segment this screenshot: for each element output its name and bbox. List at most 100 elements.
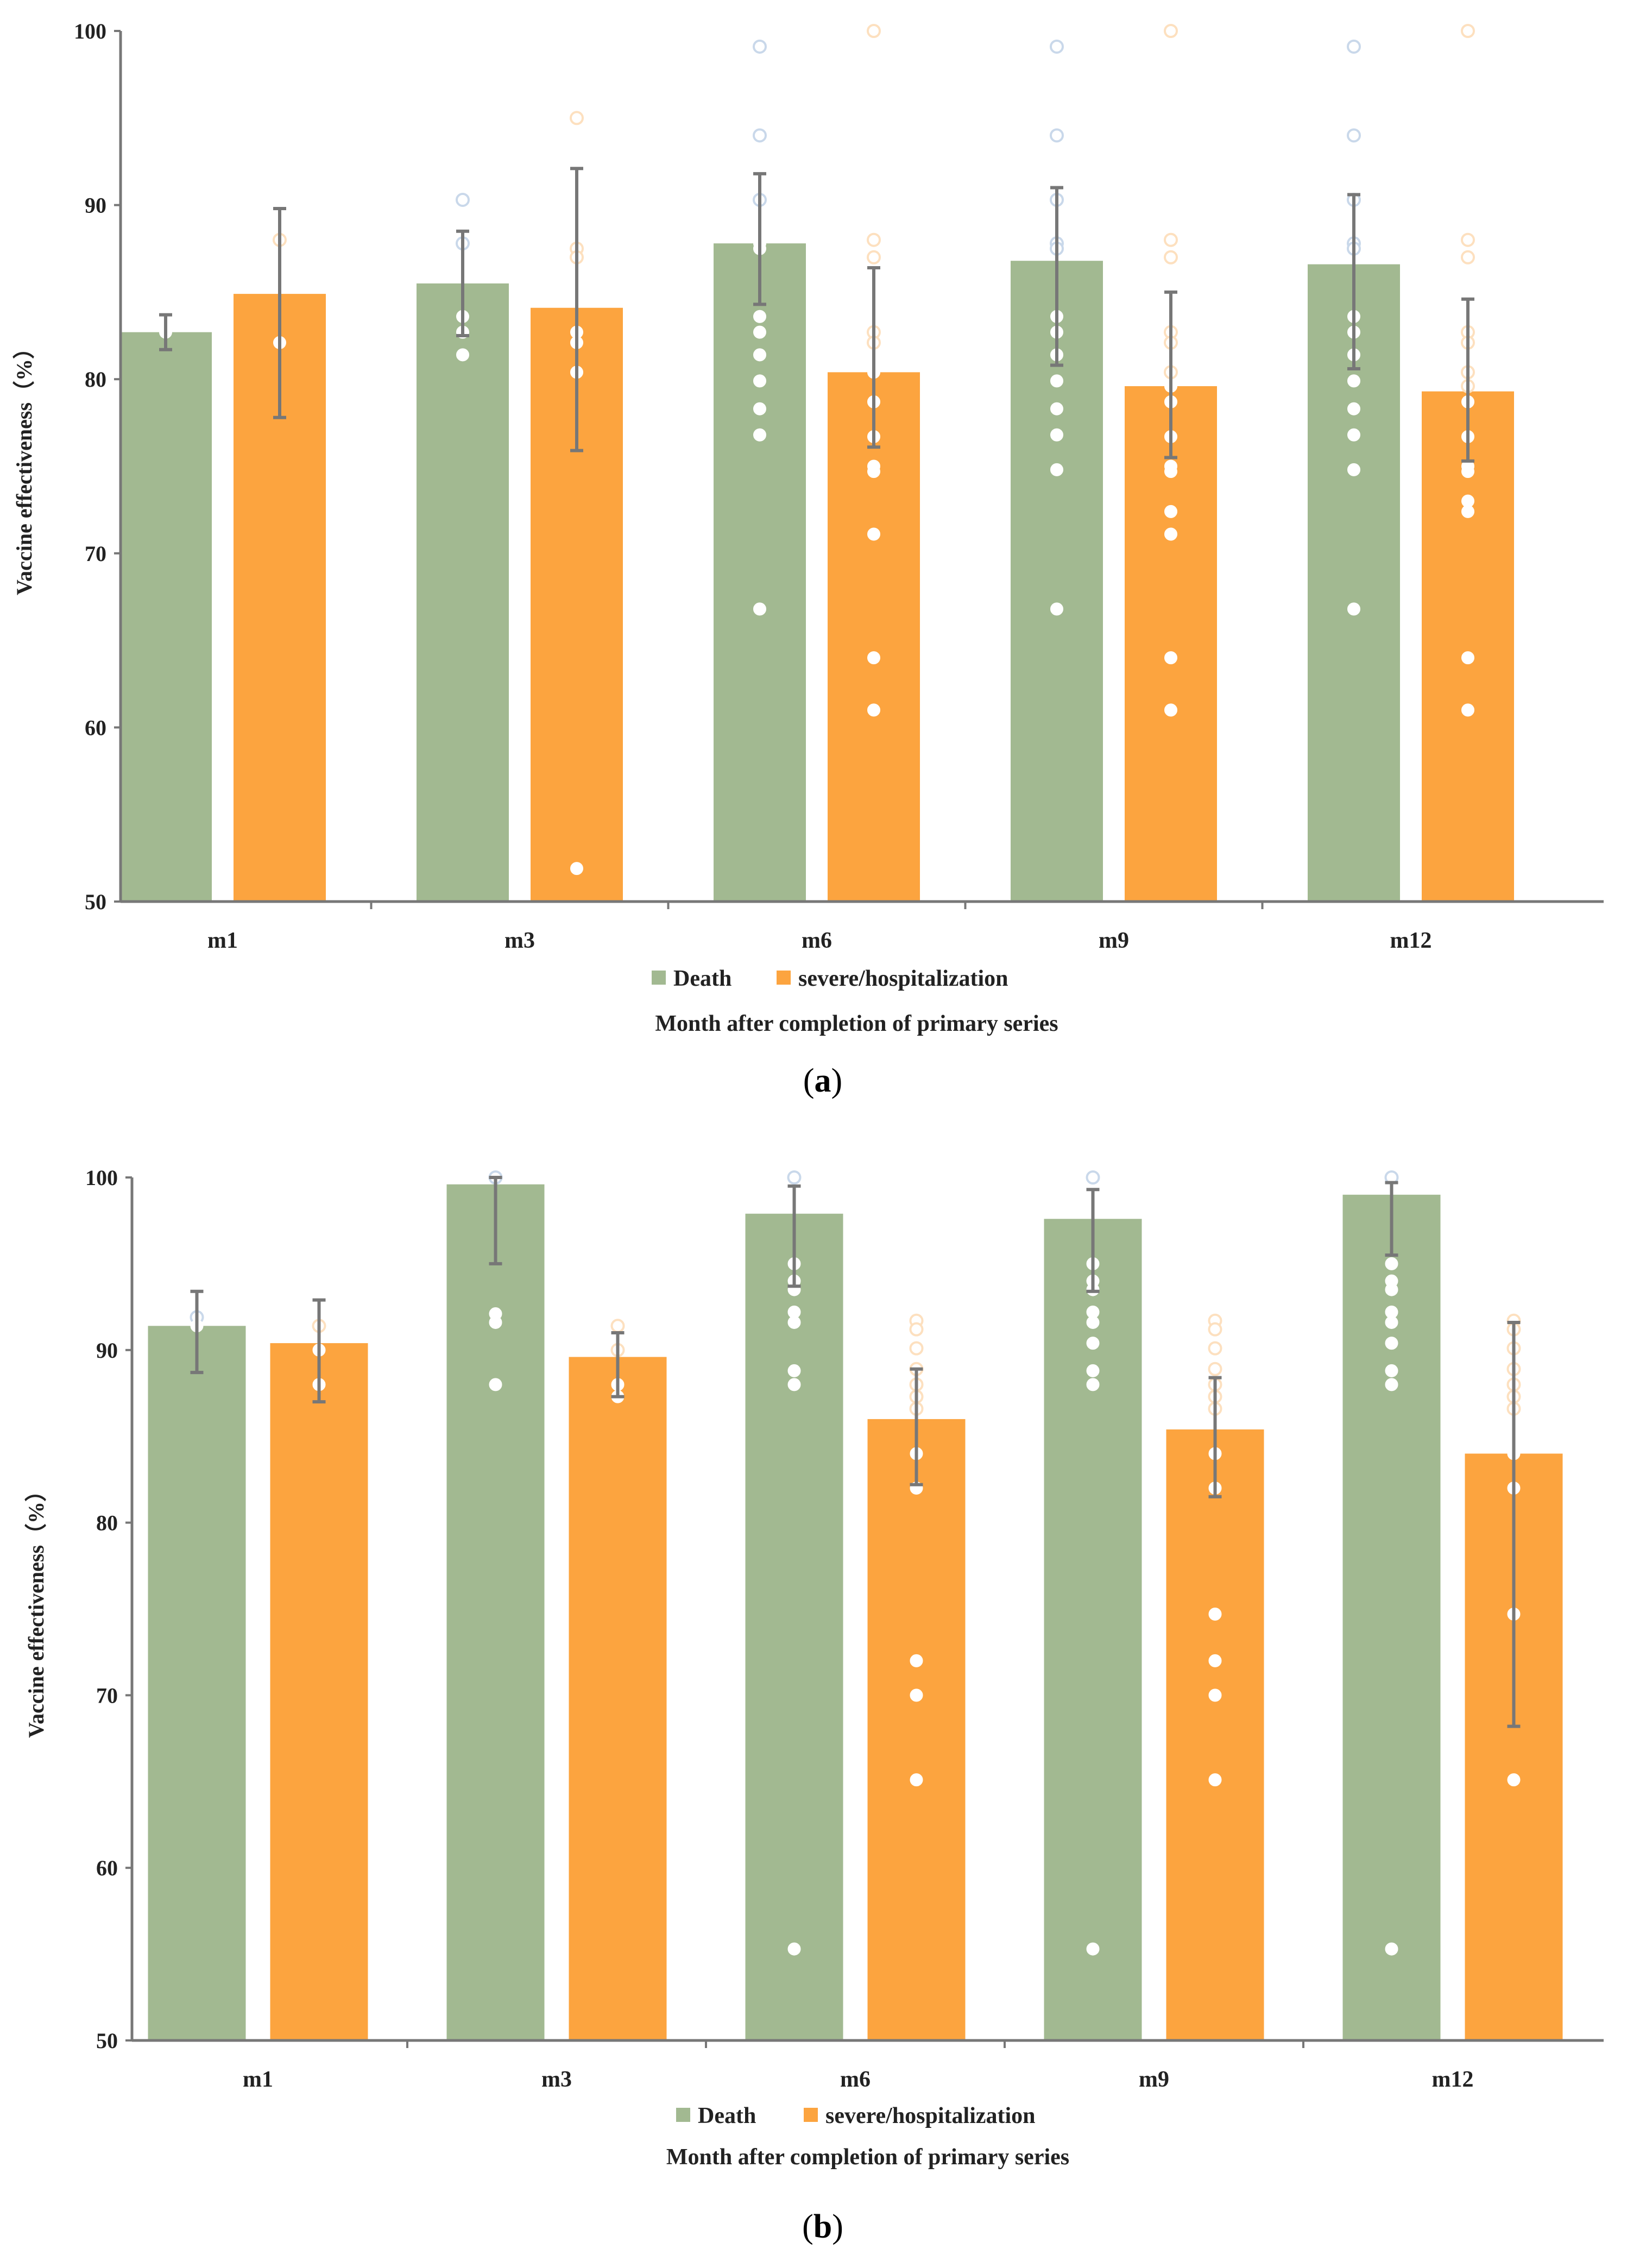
x-tick-label: m12 [1432, 2067, 1474, 2092]
data-point-severe [1164, 232, 1178, 247]
x-tick-label: m12 [1390, 928, 1432, 953]
x-tick-label: m6 [802, 928, 832, 953]
data-point-death [1385, 1364, 1398, 1377]
data-point-death [787, 1364, 801, 1377]
y-tick-label: 50 [96, 2028, 118, 2053]
data-point-severe [867, 465, 880, 478]
data-point-severe [867, 651, 880, 665]
panel-label-close: ) [832, 2208, 843, 2245]
data-point-death [1347, 428, 1360, 442]
x-tick-label: m9 [1099, 928, 1129, 953]
data-point-death [489, 1378, 502, 1391]
bar-death-m3 [417, 283, 509, 902]
data-point-severe [1164, 250, 1178, 264]
data-point-death [1086, 1170, 1100, 1185]
data-point-death [1086, 1337, 1100, 1350]
bar-death-m9 [1011, 261, 1103, 902]
data-point-death [753, 325, 766, 339]
data-point-death [753, 374, 766, 388]
x-tick-label: m3 [541, 2067, 572, 2092]
data-point-death [753, 602, 766, 616]
data-point-severe [1208, 1362, 1222, 1376]
legend-label-death: Death [673, 966, 731, 991]
data-point-death [1385, 1315, 1398, 1329]
data-point-death [753, 39, 767, 54]
panel-label: (a) [803, 1062, 842, 1099]
y-tick-label: 60 [96, 1856, 118, 1880]
y-tick-label: 70 [85, 541, 106, 566]
data-point-severe [1208, 1773, 1222, 1787]
data-point-severe [1461, 250, 1475, 264]
data-point-death [1050, 602, 1063, 616]
data-point-death [1086, 1315, 1100, 1329]
data-point-severe [1461, 651, 1474, 665]
data-point-death [1086, 1364, 1100, 1377]
y-axis-title: Vaccine effectiveness（%） [24, 1480, 48, 1738]
data-point-severe [1208, 1322, 1222, 1337]
data-point-severe [1461, 232, 1475, 247]
data-point-severe [909, 1322, 924, 1337]
data-point-severe [1208, 1689, 1222, 1702]
data-point-death [753, 348, 766, 362]
data-point-death [1086, 1942, 1100, 1956]
x-tick-label: m3 [504, 928, 535, 953]
data-point-severe [910, 1689, 923, 1702]
x-tick-label: m1 [243, 2067, 273, 2092]
x-axis-title: Month after completion of primary series [666, 2145, 1069, 2170]
legend-swatch-death [676, 2108, 690, 2122]
data-point-death [753, 428, 766, 442]
data-point-death [1347, 128, 1361, 143]
data-point-severe [909, 1341, 924, 1356]
panel-a-chart: 50 60 70 80 90 100 m1 m3 m6 m9 m12 Vaccine effectiv… [12, 19, 1604, 1099]
data-point-death [1385, 1257, 1398, 1270]
y-tick-label: 90 [85, 193, 106, 218]
bar-severe-m1 [270, 1343, 368, 2040]
data-point-severe [1461, 703, 1474, 717]
data-point-severe [1461, 465, 1474, 478]
data-point-death [787, 1315, 801, 1329]
data-point-severe [1461, 505, 1474, 518]
data-point-severe [1164, 465, 1177, 478]
data-point-severe [867, 250, 881, 264]
data-point-death [1385, 1942, 1398, 1956]
panel-label-close: ) [831, 1062, 843, 1099]
data-point-severe [1208, 1341, 1222, 1356]
data-point-severe [1461, 24, 1475, 38]
data-point-severe [1164, 505, 1177, 518]
data-point-death [1050, 428, 1063, 442]
y-tick-label: 100 [85, 1166, 118, 1190]
data-point-severe [1208, 1608, 1222, 1621]
data-point-death [1347, 402, 1360, 415]
data-point-death [753, 402, 766, 415]
bar-death-m6 [745, 1213, 843, 2040]
panel-label-letter: b [813, 2208, 832, 2245]
data-point-severe [867, 232, 881, 247]
data-point-death [456, 192, 470, 207]
data-point-death [1050, 128, 1064, 143]
legend-label-death: Death [698, 2103, 756, 2128]
data-point-death [1385, 1378, 1398, 1391]
data-point-death [787, 1942, 801, 1956]
bar-severe-m9 [1166, 1429, 1264, 2040]
panel-b-chart: 50 60 70 80 90 100 m1 m3 m6 m9 m12 Vaccine effectiv… [24, 1166, 1604, 2245]
data-point-death [753, 128, 767, 143]
bar-death-m12 [1342, 1194, 1441, 2040]
data-point-death [1347, 602, 1360, 616]
x-tick-label: m6 [840, 2067, 871, 2092]
data-point-severe [570, 862, 583, 875]
x-tick-label: m1 [207, 928, 238, 953]
data-point-death [787, 1378, 801, 1391]
panel-label: (b) [802, 2208, 843, 2245]
legend-label-severe: severe/hospitalization [798, 966, 1008, 991]
data-point-severe [610, 1319, 625, 1333]
x-axis-title: Month after completion of primary series [655, 1011, 1058, 1036]
data-point-severe [867, 527, 880, 541]
data-point-death [1050, 463, 1063, 476]
data-point-death [1086, 1378, 1100, 1391]
data-point-death [1050, 39, 1064, 54]
data-point-death [753, 310, 766, 323]
bar-death-m1 [148, 1326, 246, 2040]
data-point-severe [1208, 1654, 1222, 1667]
panel-label-letter: a [815, 1062, 831, 1099]
